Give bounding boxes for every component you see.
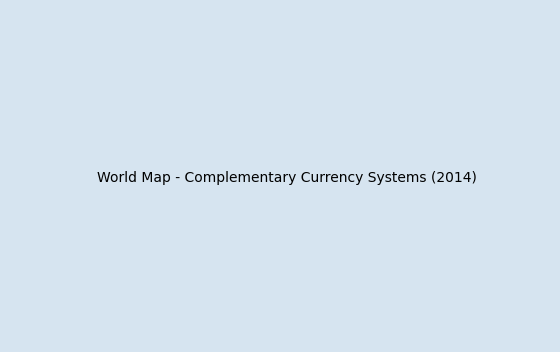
Text: World Map - Complementary Currency Systems (2014): World Map - Complementary Currency Syste… bbox=[97, 171, 477, 185]
